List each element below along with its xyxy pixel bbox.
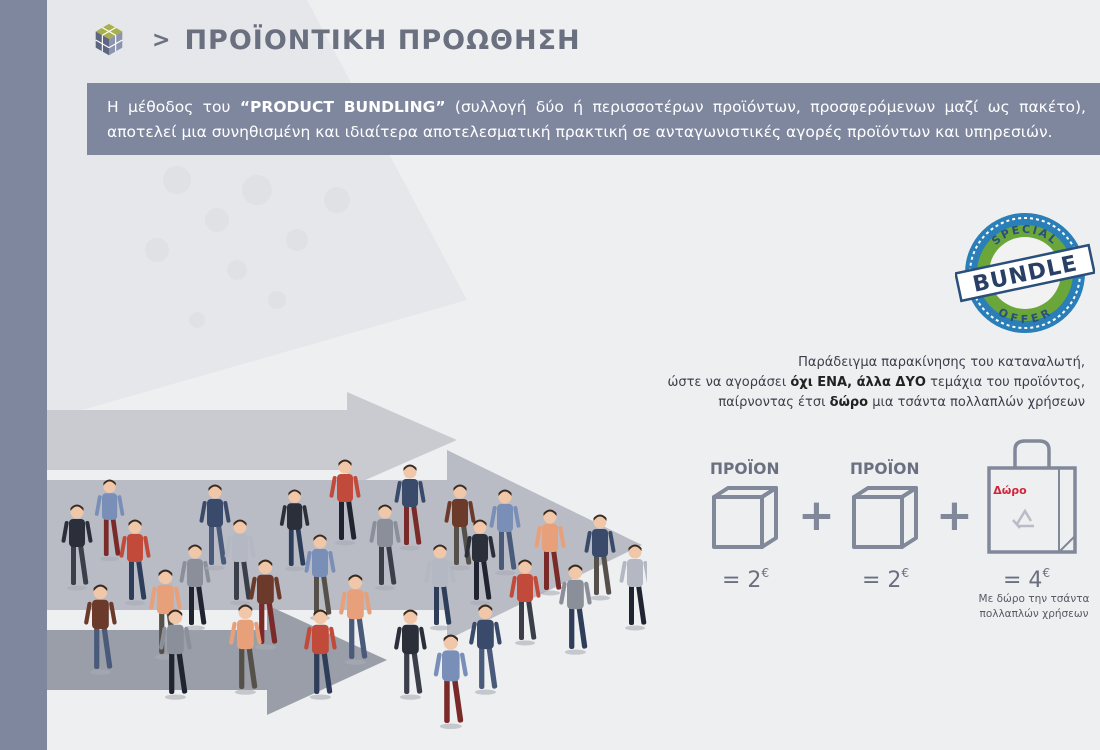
caption-line-2-post: τεμάχια του προϊόντος, xyxy=(925,375,1085,390)
caption-line-3: παίρνοντας έτσι δώρο μια τσάντα πολλαπλώ… xyxy=(655,393,1085,413)
gift-currency: € xyxy=(1042,566,1051,580)
product-1-price: = 2€ xyxy=(722,566,770,593)
banner-text-pre: Η μέθοδος του xyxy=(107,98,240,116)
walking-person xyxy=(339,574,372,665)
walking-person xyxy=(394,609,427,700)
walking-person xyxy=(329,459,361,546)
example-caption: Παράδειγμα παρακίνησης του καταναλωτή, ώ… xyxy=(655,353,1085,413)
walking-person xyxy=(509,559,541,646)
product-2-price-value: = 2 xyxy=(862,568,902,593)
caption-line-2-pre: ώστε να αγοράσει xyxy=(667,375,791,390)
product-2-currency: € xyxy=(901,566,910,580)
walking-person xyxy=(249,559,282,650)
plus-sign-2: + xyxy=(936,490,973,541)
gift-note: Με δώρο την τσάντα πολλαπλών χρήσεων xyxy=(969,592,1099,622)
product-2-box-icon xyxy=(852,486,918,549)
walking-person xyxy=(94,479,125,562)
walking-person xyxy=(84,584,117,675)
product-2-price: = 2€ xyxy=(862,566,910,593)
walking-person xyxy=(559,564,592,655)
product-1-price-value: = 2 xyxy=(722,568,762,593)
cube-cluster-icon xyxy=(95,23,123,56)
page-title: ΠΡΟΪΟΝΤΙΚΗ ΠΡΟΩΘΗΣΗ xyxy=(184,24,581,56)
gift-tag-text: Δώρο xyxy=(993,484,1027,497)
caption-line-2-bold: όχι ΕΝΑ, άλλα ΔΥΟ xyxy=(790,375,926,390)
product-1-currency: € xyxy=(761,566,770,580)
product-1-label: ΠΡΟΪΟΝ xyxy=(710,460,780,478)
walking-person xyxy=(444,484,476,571)
walking-person xyxy=(469,604,502,695)
crowd-arrows-illustration xyxy=(47,392,647,730)
walking-person xyxy=(534,509,566,596)
banner-text-post: (συλλογή δύο ή περισσοτέρων προϊόντων, π… xyxy=(107,98,1086,141)
plus-sign-1: + xyxy=(798,490,835,541)
walking-person xyxy=(199,484,231,571)
walking-person xyxy=(179,544,211,631)
gift-price: = 4€ xyxy=(1003,566,1051,593)
caption-line-3-post: μια τσάντα πολλαπλών χρήσεων xyxy=(868,395,1085,410)
walking-person xyxy=(304,609,337,700)
walking-person xyxy=(619,544,647,631)
special-bundle-offer-stamp: SPECIAL OFFER BUNDLE xyxy=(955,213,1095,333)
caption-line-1: Παράδειγμα παρακίνησης του καταναλωτή, xyxy=(798,355,1085,370)
walking-person xyxy=(224,519,256,606)
caption-line-3-pre: παίρνοντας έτσι xyxy=(718,395,830,410)
walking-person xyxy=(61,504,93,591)
chevron-right-icon: > xyxy=(152,27,171,53)
walking-person xyxy=(159,609,192,700)
left-accent-bar xyxy=(0,0,47,750)
walking-person xyxy=(424,544,456,631)
gift-note-line-2: πολλαπλών χρήσεων xyxy=(979,608,1089,620)
caption-line-3-bold: δώρο xyxy=(829,395,869,410)
walking-person xyxy=(489,489,521,576)
gift-note-line-1: Με δώρο την τσάντα xyxy=(978,593,1090,605)
intro-banner: Η μέθοδος του “PRODUCT BUNDLING” (συλλογ… xyxy=(87,83,1100,155)
walking-person xyxy=(369,504,401,591)
walking-person xyxy=(584,514,616,601)
walking-person xyxy=(119,519,151,606)
walking-person xyxy=(464,519,496,606)
banner-highlight: “PRODUCT BUNDLING” xyxy=(239,98,446,116)
walking-person xyxy=(229,604,262,695)
shopping-bag-recycle-icon: Δώρο xyxy=(987,439,1077,554)
walking-person xyxy=(279,489,310,572)
product-2-label: ΠΡΟΪΟΝ xyxy=(850,460,920,478)
product-1-box-icon xyxy=(712,486,778,549)
walking-person xyxy=(433,634,468,730)
walking-person xyxy=(149,569,182,660)
page-header: > ΠΡΟΪΟΝΤΙΚΗ ΠΡΟΩΘΗΣΗ xyxy=(90,18,581,62)
gift-price-value: = 4 xyxy=(1003,568,1043,593)
caption-line-2: ώστε να αγοράσει όχι ΕΝΑ, άλλα ΔΥΟ τεμάχ… xyxy=(655,373,1085,393)
walking-person xyxy=(394,464,426,551)
